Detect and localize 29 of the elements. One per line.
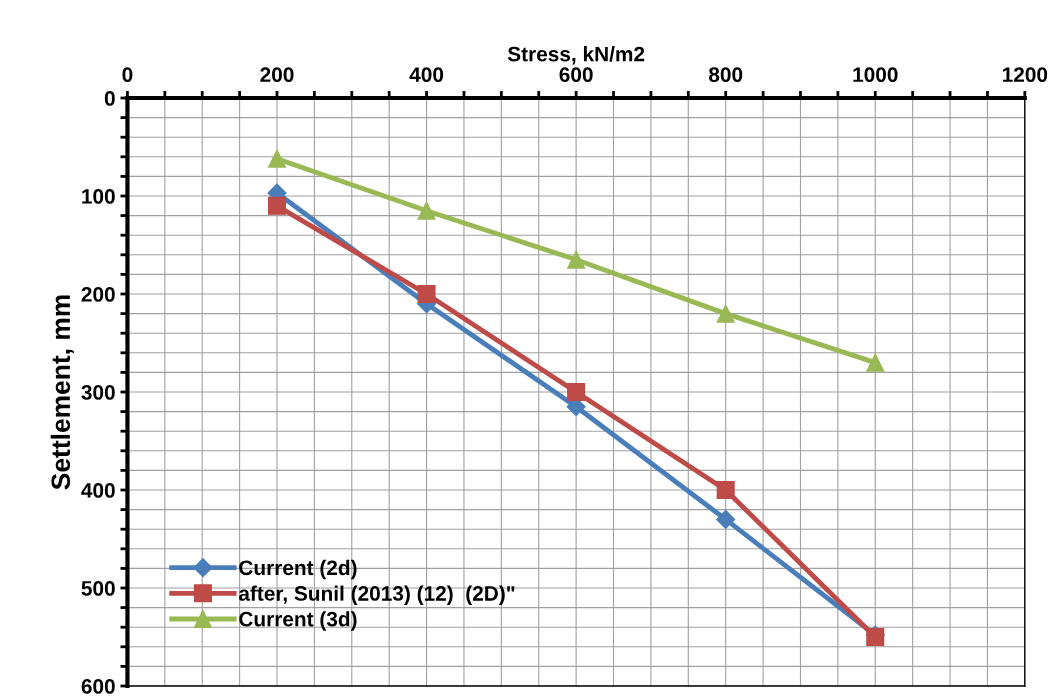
point [716,480,735,500]
x-axis-title: Stress, kN/m2 [507,46,645,65]
point [716,509,736,529]
point [267,196,287,215]
x-tick-label: 400 [409,67,444,83]
point [267,149,287,168]
y-tick-label: 300 [81,385,115,400]
point [866,353,885,372]
y-axis-title: Settlement, mm [50,295,74,490]
legend-label: Current (2d) [239,559,357,580]
point [417,284,436,304]
y-tick-label: 0 [104,91,115,106]
point [417,201,436,220]
y-tick-label: 400 [81,483,115,498]
y-tick-label: 200 [81,287,115,302]
point [567,382,586,402]
x-tick-label: 1000 [853,67,898,83]
legend-label: Current (3d) [239,611,357,631]
point [716,304,735,323]
point [567,250,586,269]
legend-label: after, Sunil (2013) (12) (2D)" [238,585,515,605]
y-tick-label: 600 [81,679,115,694]
x-tick-label: 200 [260,67,294,83]
x-tick-label: 800 [708,67,743,83]
x-tick-label: 600 [559,67,593,83]
x-tick-label: 0 [122,67,133,83]
x-tick-label: 1200 [1002,67,1048,83]
y-tick-label: 100 [82,189,115,204]
y-tick-label: 500 [81,581,115,596]
